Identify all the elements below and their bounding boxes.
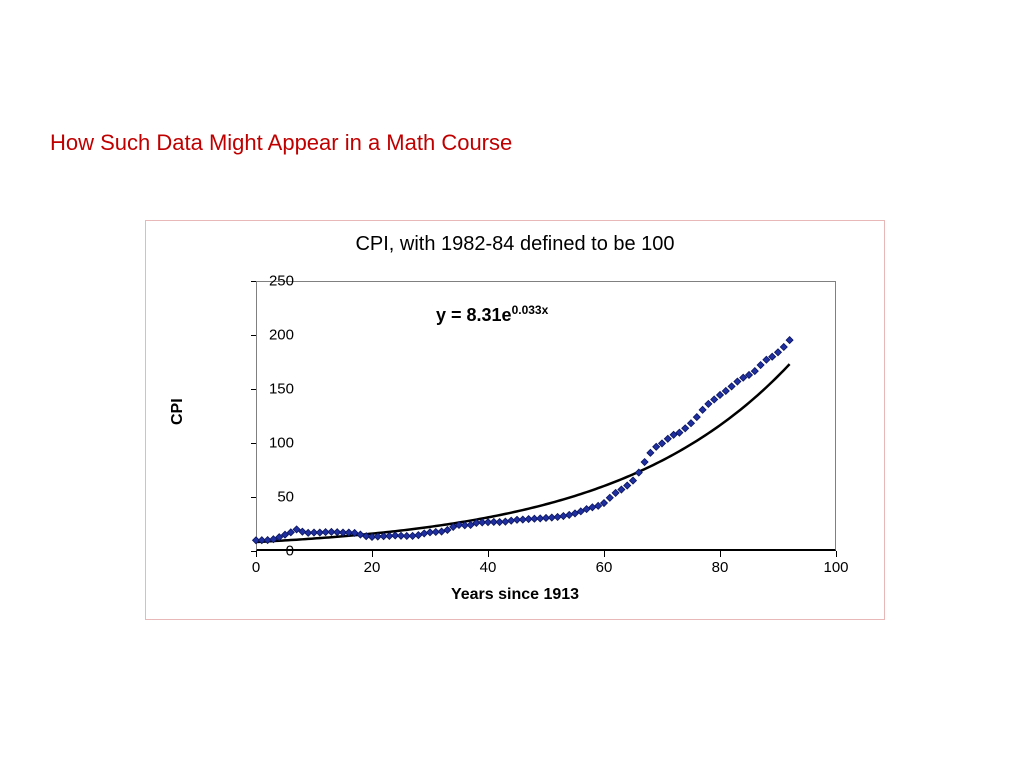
data-point — [780, 343, 787, 350]
data-point — [699, 406, 706, 413]
data-point — [502, 518, 509, 525]
data-point — [357, 531, 364, 538]
data-point — [421, 530, 428, 537]
trendline-equation: y = 8.31e0.033x — [436, 303, 548, 326]
x-tick-label: 20 — [342, 559, 402, 576]
x-tick-mark — [836, 551, 837, 557]
data-point — [705, 400, 712, 407]
data-point — [728, 383, 735, 390]
data-point — [606, 494, 613, 501]
chart-title: CPI, with 1982-84 defined to be 100 — [146, 233, 884, 256]
x-tick-mark — [372, 551, 373, 557]
data-point — [647, 449, 654, 456]
trendline — [256, 364, 790, 542]
x-tick-label: 80 — [690, 559, 750, 576]
data-point — [659, 440, 666, 447]
data-point — [734, 378, 741, 385]
y-tick-mark — [251, 497, 256, 498]
x-tick-mark — [256, 551, 257, 557]
data-point — [508, 517, 515, 524]
y-tick-mark — [251, 281, 256, 282]
y-axis-label: CPI — [169, 398, 187, 425]
data-point — [722, 387, 729, 394]
y-tick-mark — [251, 335, 256, 336]
data-point — [409, 532, 416, 539]
data-point — [711, 396, 718, 403]
x-tick-mark — [604, 551, 605, 557]
data-point — [560, 513, 567, 520]
data-point — [624, 482, 631, 489]
data-point — [682, 425, 689, 432]
data-point — [612, 489, 619, 496]
data-point — [630, 477, 637, 484]
data-point — [775, 349, 782, 356]
y-tick-label: 0 — [234, 543, 294, 560]
x-tick-label: 0 — [226, 559, 286, 576]
data-point — [653, 443, 660, 450]
data-point — [751, 368, 758, 375]
x-tick-label: 60 — [574, 559, 634, 576]
page-title: How Such Data Might Appear in a Math Cou… — [50, 130, 512, 156]
data-point — [641, 459, 648, 466]
data-point — [618, 486, 625, 493]
y-tick-mark — [251, 443, 256, 444]
data-point — [415, 532, 422, 539]
data-point — [438, 528, 445, 535]
x-tick-label: 40 — [458, 559, 518, 576]
data-point — [757, 362, 764, 369]
chart-container: CPI, with 1982-84 defined to be 100 0 50 1… — [145, 220, 885, 620]
data-point — [566, 511, 573, 518]
data-point — [693, 414, 700, 421]
data-point — [717, 391, 724, 398]
x-tick-mark — [488, 551, 489, 557]
y-tick-label: 100 — [234, 435, 294, 452]
data-point — [688, 420, 695, 427]
y-tick-mark — [251, 389, 256, 390]
data-point — [786, 337, 793, 344]
y-tick-label: 250 — [234, 273, 294, 290]
x-axis-label: Years since 1913 — [146, 586, 884, 604]
data-point — [554, 513, 561, 520]
y-tick-label: 50 — [234, 489, 294, 506]
x-tick-mark — [720, 551, 721, 557]
x-tick-label: 100 — [806, 559, 866, 576]
y-tick-label: 150 — [234, 381, 294, 398]
y-tick-label: 200 — [234, 327, 294, 344]
data-point — [664, 435, 671, 442]
